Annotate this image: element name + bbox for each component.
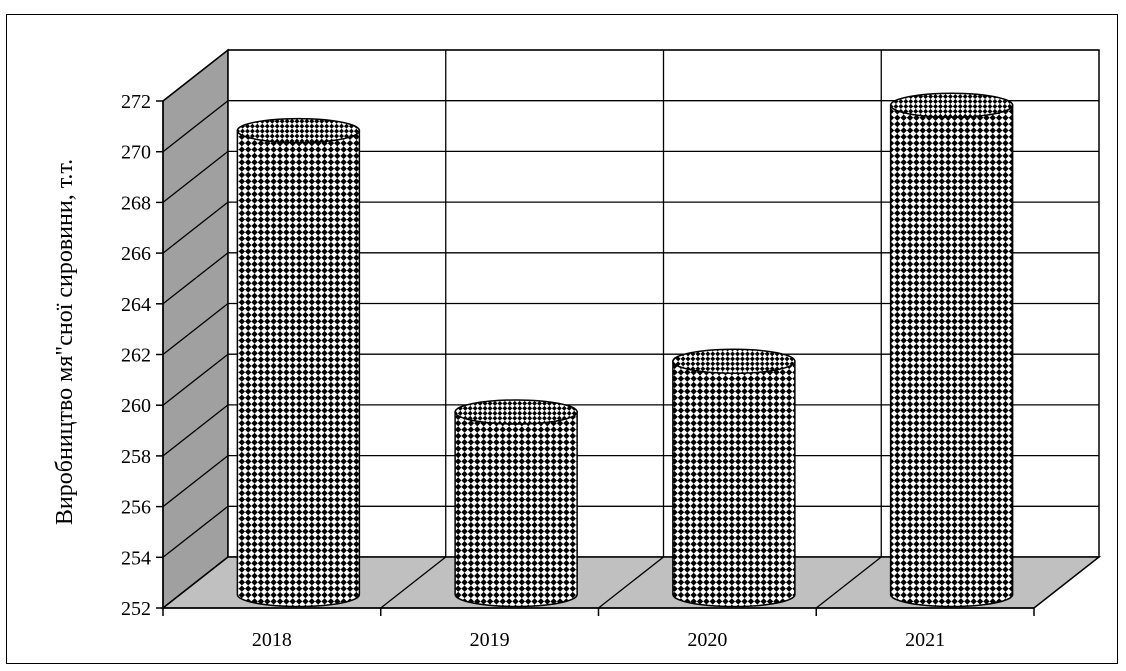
x-tick-label: 2018 bbox=[252, 629, 292, 651]
floor-divider bbox=[598, 556, 664, 609]
bars bbox=[236, 92, 1014, 608]
bar-top bbox=[454, 399, 578, 425]
bar-top bbox=[889, 92, 1014, 118]
gridline-side bbox=[162, 49, 229, 102]
gridline-side bbox=[162, 150, 229, 203]
x-tick-label: 2021 bbox=[905, 629, 945, 651]
y-tick-label: 268 bbox=[121, 192, 151, 214]
gridline-side bbox=[162, 302, 229, 356]
y-tick-label: 260 bbox=[121, 395, 151, 417]
y-tick-label: 262 bbox=[121, 345, 151, 367]
gridline-side bbox=[162, 353, 229, 406]
y-tick-label: 264 bbox=[121, 294, 151, 316]
bar-body bbox=[236, 129, 361, 608]
y-tick-label: 252 bbox=[121, 598, 151, 620]
x-tick-label: 2019 bbox=[470, 629, 510, 651]
bar-2021 bbox=[889, 92, 1014, 608]
bar-2020 bbox=[672, 348, 796, 608]
x-axis: 2018 2019 2020 2021 bbox=[162, 607, 1035, 651]
bar-body bbox=[889, 104, 1014, 608]
bar-2019 bbox=[454, 399, 578, 608]
gridline-side bbox=[162, 201, 229, 254]
bar-body bbox=[454, 411, 578, 608]
y-tick-label: 270 bbox=[121, 142, 151, 164]
bar-body bbox=[672, 360, 796, 608]
floor-divider bbox=[380, 556, 447, 609]
x-tick-label: 2020 bbox=[687, 629, 727, 651]
bar-top bbox=[236, 117, 361, 144]
gridline-side bbox=[162, 100, 229, 153]
y-tick-label: 256 bbox=[121, 497, 151, 519]
y-axis: 252 254 256 258 260 262 264 266 268 270 272 bbox=[121, 91, 164, 620]
gridline-side bbox=[162, 252, 229, 305]
y-tick-label: 258 bbox=[121, 446, 151, 468]
y-tick-label: 266 bbox=[121, 243, 151, 265]
gridline-side bbox=[162, 505, 229, 558]
bar-2018 bbox=[236, 117, 361, 608]
gridline-side bbox=[162, 404, 229, 457]
bar-top bbox=[672, 348, 796, 375]
floor-divider bbox=[815, 556, 882, 609]
y-tick-label: 254 bbox=[121, 547, 151, 569]
y-tick-label: 272 bbox=[121, 91, 151, 113]
gridline-side bbox=[162, 455, 229, 508]
y-axis-label: Виробництво мя"сної сировини, т.т. bbox=[52, 159, 78, 525]
